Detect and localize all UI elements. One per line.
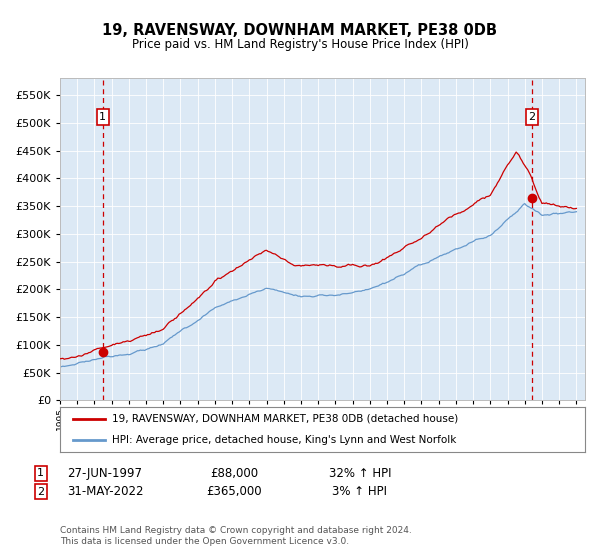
Text: 19, RAVENSWAY, DOWNHAM MARKET, PE38 0DB (detached house): 19, RAVENSWAY, DOWNHAM MARKET, PE38 0DB … [113,414,459,424]
Text: £365,000: £365,000 [206,485,262,498]
Text: 3% ↑ HPI: 3% ↑ HPI [332,485,388,498]
Text: 32% ↑ HPI: 32% ↑ HPI [329,466,391,480]
Text: 27-JUN-1997: 27-JUN-1997 [67,466,143,480]
Text: Price paid vs. HM Land Registry's House Price Index (HPI): Price paid vs. HM Land Registry's House … [131,38,469,51]
Text: 19, RAVENSWAY, DOWNHAM MARKET, PE38 0DB: 19, RAVENSWAY, DOWNHAM MARKET, PE38 0DB [103,24,497,38]
Text: 1: 1 [100,112,106,122]
Text: 2: 2 [37,487,44,497]
Text: Contains HM Land Registry data © Crown copyright and database right 2024.
This d: Contains HM Land Registry data © Crown c… [60,526,412,545]
Text: £88,000: £88,000 [210,466,258,480]
Text: HPI: Average price, detached house, King's Lynn and West Norfolk: HPI: Average price, detached house, King… [113,435,457,445]
Text: 2: 2 [529,112,535,122]
Text: 1: 1 [37,468,44,478]
Text: 31-MAY-2022: 31-MAY-2022 [67,485,143,498]
